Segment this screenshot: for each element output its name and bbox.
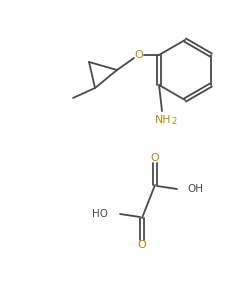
Text: OH: OH bbox=[187, 184, 203, 194]
Text: O: O bbox=[151, 153, 159, 163]
Text: O: O bbox=[135, 50, 144, 60]
Text: O: O bbox=[138, 240, 146, 250]
Text: NH: NH bbox=[155, 115, 171, 125]
Text: 2: 2 bbox=[171, 117, 177, 126]
Text: HO: HO bbox=[92, 209, 108, 219]
